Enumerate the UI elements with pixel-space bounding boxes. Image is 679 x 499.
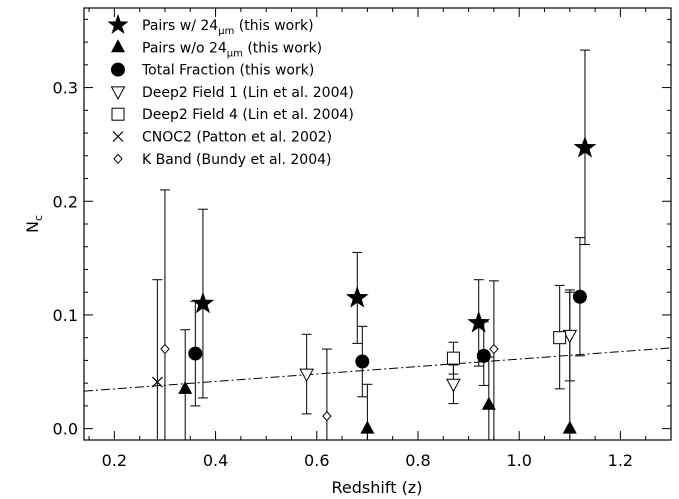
legend-label-sub: μm [227,48,243,59]
x-tick-label: 0.6 [304,451,329,470]
data-point-filled-star [467,310,491,333]
legend-marker-cross-stroke [112,131,124,142]
data-point-filled-circle [476,348,491,363]
data-point-open-diamond [322,410,332,422]
legend-marker-filled-triangle [111,39,125,53]
legend-label-sub: μm [218,26,234,37]
y-tick-label: 0.2 [53,192,78,211]
data-point-cross-stroke [151,376,163,388]
data-point-open-down-triangle [446,378,461,393]
data-point-filled-triangle [562,420,577,434]
data-point-cross [151,376,163,388]
legend-label: Deep2 Field 4 (Lin et al. 2004) [142,107,354,123]
axis-ticks: 0.2 0.4 0.6 0.8 1.0 1.2 0.0 0.1 0.2 0.3 [53,8,672,470]
y-tick-label: 0.0 [53,420,78,439]
legend-label: Deep2 Field 1 (Lin et al. 2004) [142,85,354,101]
data-point-filled-star [573,135,597,158]
data-point-filled-triangle [178,380,193,394]
fit-line [83,347,672,392]
y-axis-label: Nc [23,215,45,233]
data-point-filled-star [345,285,369,308]
x-tick-label: 0.4 [203,451,228,470]
legend-marker-open-square [111,107,125,121]
legend: Pairs w/ 24μm (this work)Pairs w/o 24μm … [107,13,354,168]
legend-label-main: Pairs w/o 24 [142,40,227,56]
data-point-open-down-triangle [299,368,314,383]
legend-label: Pairs w/o 24μm (this work) [142,40,322,59]
fit-line-group [83,347,672,392]
x-tick-label: 1.0 [506,451,531,470]
data-point-open-square [446,351,460,365]
legend-label: K Band (Bundy et al. 2004) [142,152,331,168]
x-tick-label: 0.8 [405,451,430,470]
data-point-open-square [553,331,567,345]
y-tick-label: 0.3 [53,79,78,98]
legend-label: Pairs w/ 24μm (this work) [142,18,314,37]
data-point-filled-triangle [360,420,375,434]
x-tick-label: 1.2 [608,451,633,470]
legend-label-main: Pairs w/ 24 [142,18,218,34]
legend-label-tail: (this work) [243,40,322,56]
data-markers [151,135,597,434]
data-point-filled-triangle [481,396,496,410]
x-axis-label: Redshift (z) [332,478,423,497]
y-axis-label-sub: c [32,215,45,221]
legend-marker-cross [112,131,124,142]
legend-marker-filled-circle [111,62,125,77]
data-point-open-diamond [160,343,170,355]
data-point-filled-circle [572,289,587,304]
y-axis-label-main: N [23,221,42,233]
data-point-open-down-triangle [562,329,578,344]
data-point-filled-circle [355,354,370,369]
legend-label: CNOC2 (Patton et al. 2002) [142,130,332,146]
y-tick-label: 0.1 [53,306,78,325]
data-point-filled-circle [188,346,203,361]
legend-label: Total Fraction (this work) [141,63,314,79]
legend-label-tail: (this work) [234,18,313,34]
data-point-filled-star [191,291,215,314]
legend-marker-filled-star [107,13,129,34]
x-tick-label: 0.2 [102,451,127,470]
legend-marker-open-diamond [113,153,123,165]
legend-marker-open-down-triangle [110,86,126,100]
data-point-open-diamond [489,343,499,355]
